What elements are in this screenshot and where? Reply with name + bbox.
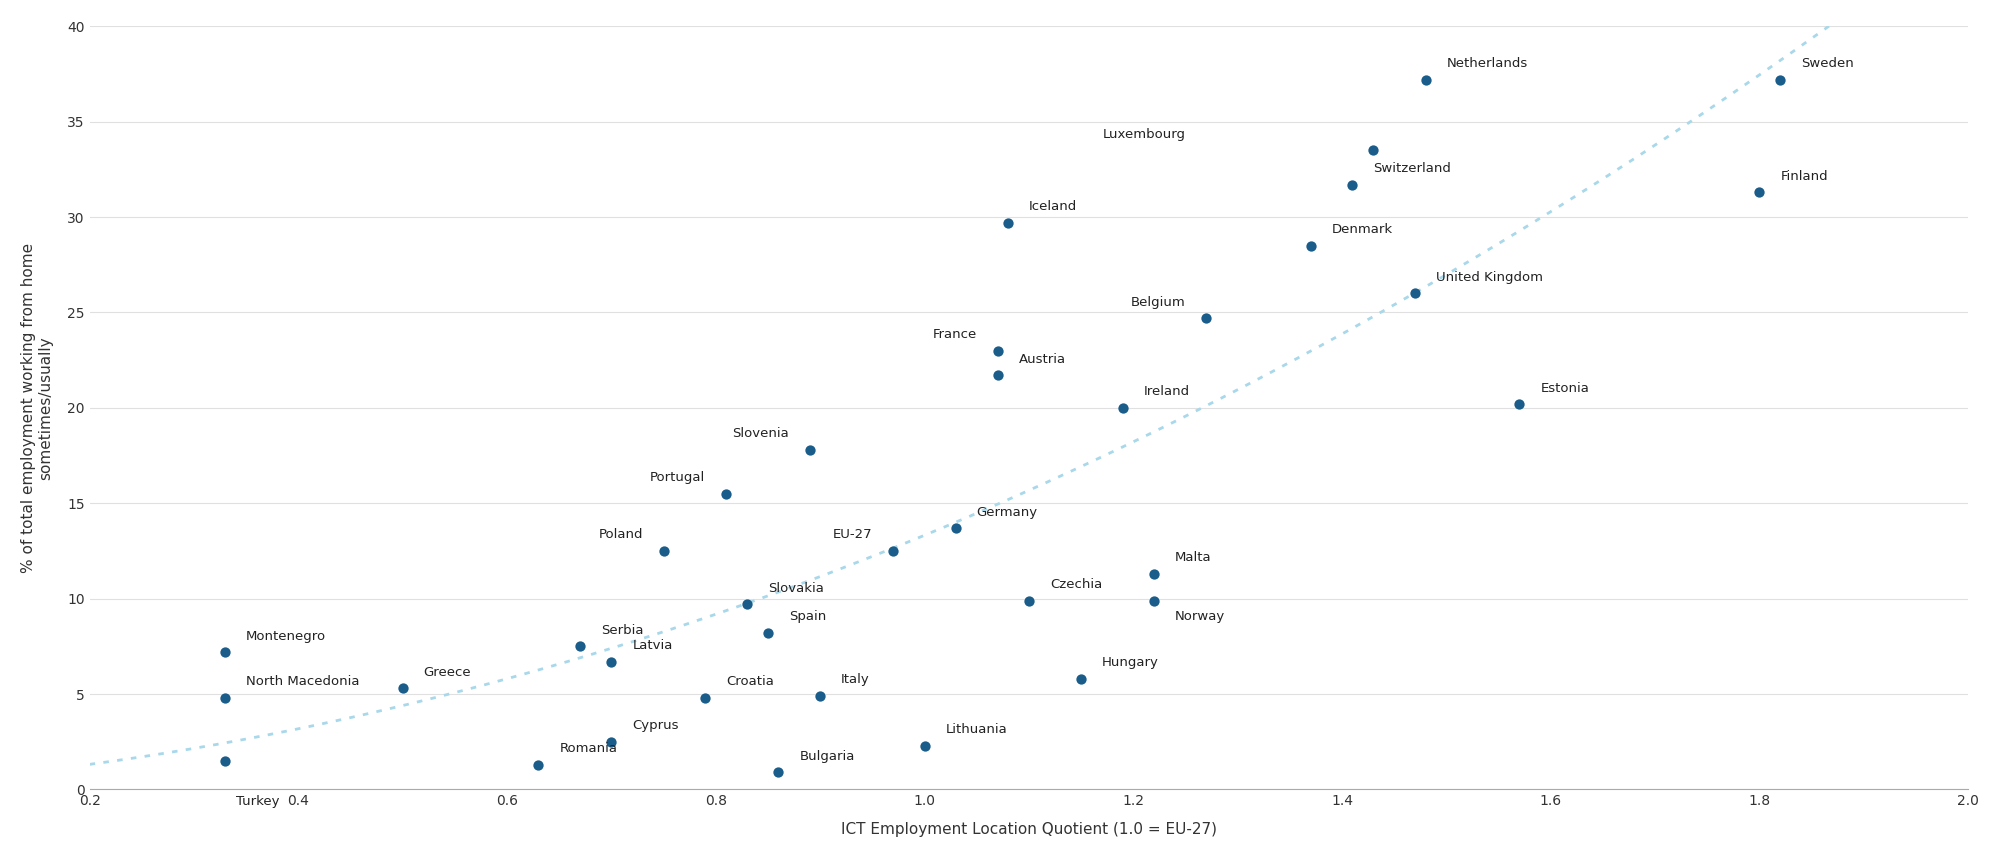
Text: Ireland: Ireland (1144, 385, 1190, 398)
Point (982, 344, 1014, 358)
Text: Finland: Finland (1780, 170, 1828, 183)
Text: Netherlands: Netherlands (1446, 57, 1528, 70)
Point (1138, 594, 1170, 607)
Point (1012, 594, 1044, 607)
Text: Spain: Spain (788, 610, 826, 624)
Text: Estonia: Estonia (1540, 382, 1590, 395)
Text: Montenegro: Montenegro (246, 630, 326, 643)
Point (992, 216, 1024, 230)
Text: Sweden: Sweden (1802, 57, 1854, 70)
Text: Slovakia: Slovakia (768, 582, 824, 595)
Text: Lithuania: Lithuania (946, 723, 1008, 736)
Text: Serbia: Serbia (602, 624, 644, 637)
Point (1106, 401, 1138, 414)
Point (1138, 567, 1170, 581)
X-axis label: ICT Employment Location Quotient (1.0 = EU-27): ICT Employment Location Quotient (1.0 = … (840, 822, 1216, 837)
Point (982, 369, 1014, 383)
Point (1400, 287, 1432, 300)
Point (648, 544, 680, 558)
Point (804, 689, 836, 703)
Point (1190, 311, 1222, 325)
Point (762, 765, 794, 779)
Text: Austria: Austria (1018, 353, 1066, 366)
Text: EU-27: EU-27 (832, 529, 872, 541)
Point (596, 655, 628, 668)
Text: Germany: Germany (976, 505, 1038, 518)
Y-axis label: % of total employment working from home
sometimes/usually: % of total employment working from home … (20, 243, 54, 573)
Point (1336, 178, 1368, 191)
Point (210, 691, 242, 704)
Text: Bulgaria: Bulgaria (800, 750, 854, 763)
Text: Portugal: Portugal (650, 471, 706, 484)
Point (1358, 143, 1390, 157)
Text: Czechia: Czechia (1050, 578, 1102, 591)
Point (564, 639, 596, 653)
Point (210, 754, 242, 768)
Text: United Kingdom: United Kingdom (1436, 271, 1542, 284)
Text: Turkey: Turkey (236, 795, 280, 808)
Point (210, 645, 242, 659)
Text: Denmark: Denmark (1332, 223, 1392, 236)
Point (1066, 672, 1098, 686)
Point (732, 597, 764, 611)
Point (752, 626, 784, 640)
Point (1410, 73, 1442, 87)
Point (690, 691, 722, 704)
Point (794, 443, 826, 456)
Point (1744, 185, 1776, 199)
Text: Malta: Malta (1176, 552, 1212, 565)
Text: Belgium: Belgium (1130, 296, 1186, 309)
Text: North Macedonia: North Macedonia (246, 675, 360, 688)
Text: Luxembourg: Luxembourg (1102, 128, 1186, 141)
Text: France: France (932, 328, 976, 341)
Text: Croatia: Croatia (726, 675, 774, 688)
Point (1504, 397, 1536, 411)
Text: Iceland: Iceland (1028, 200, 1078, 214)
Text: Italy: Italy (842, 674, 870, 686)
Text: Switzerland: Switzerland (1374, 162, 1452, 175)
Text: Cyprus: Cyprus (632, 719, 678, 732)
Text: Norway: Norway (1176, 610, 1226, 623)
Text: Greece: Greece (424, 666, 472, 679)
Point (522, 758, 554, 771)
Text: Hungary: Hungary (1102, 656, 1158, 669)
Text: Poland: Poland (598, 529, 642, 541)
Point (710, 486, 742, 500)
Point (596, 734, 628, 748)
Text: Slovenia: Slovenia (732, 427, 788, 440)
Point (1294, 239, 1326, 252)
Point (1764, 73, 1796, 87)
Text: Romania: Romania (560, 742, 618, 755)
Text: Latvia: Latvia (632, 639, 672, 652)
Point (908, 739, 940, 752)
Point (386, 681, 418, 695)
Point (940, 521, 972, 535)
Point (878, 544, 910, 558)
